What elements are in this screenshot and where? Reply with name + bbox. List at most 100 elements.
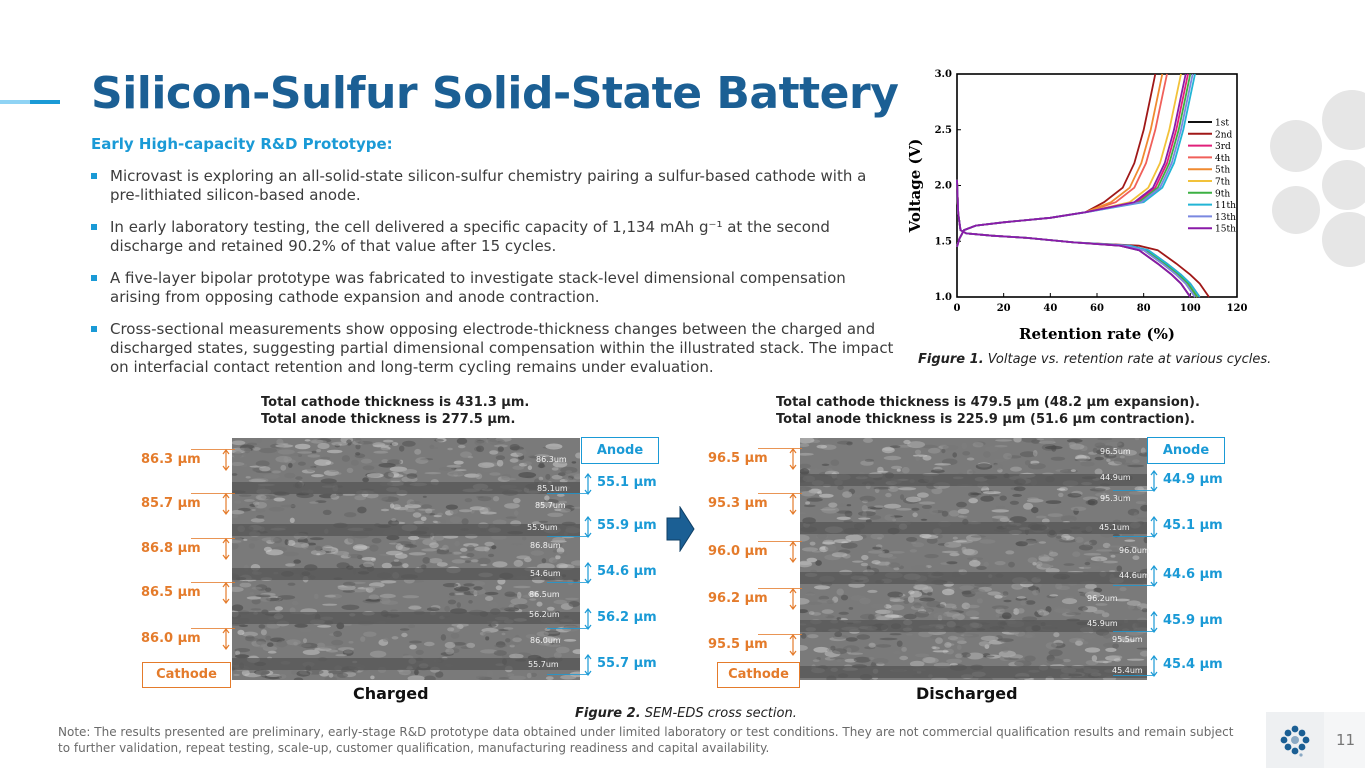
series-13th-discharge-line [956, 179, 1196, 298]
sem-grain [466, 642, 476, 648]
series-2nd-discharge-line [956, 179, 1210, 298]
sem-grain [1121, 546, 1133, 550]
sem-grain [474, 546, 491, 552]
anode-dimension-arrow-icon [1149, 470, 1159, 496]
sem-grain [1049, 594, 1059, 597]
legend-label: 9th [1215, 189, 1230, 199]
sem-grain [957, 508, 970, 514]
sem-grain [868, 614, 875, 621]
sem-grain [360, 636, 366, 642]
sem-grain [992, 463, 1004, 471]
sem-grain [943, 603, 957, 609]
sem-grain [341, 604, 360, 610]
sem-grain [1132, 459, 1140, 464]
sem-grain [572, 649, 580, 655]
sem-grain [232, 604, 244, 612]
sem-grain [256, 438, 263, 443]
sem-measurement-mark: 95.5um [1112, 635, 1143, 644]
sem-grain [1139, 650, 1147, 657]
sem-grain [571, 560, 580, 566]
sem-grain [865, 519, 872, 523]
sem-grain [280, 464, 287, 471]
sem-grain [248, 479, 266, 483]
sem-grain [513, 559, 524, 567]
sem-grain [488, 623, 497, 627]
sem-grain [348, 640, 354, 644]
sem-grain [991, 605, 1009, 610]
sem-grain [800, 560, 813, 568]
sem-grain [1051, 445, 1057, 452]
sem-grain [386, 535, 400, 541]
sem-measurement-mark: 96.0um [1119, 546, 1150, 555]
sem-grain [234, 654, 250, 659]
sem-grain [1039, 561, 1053, 568]
sem-grain [551, 467, 559, 471]
sem-grain [254, 669, 270, 675]
sem-grain [884, 514, 895, 521]
sem-measurement-mark: 95.3um [1100, 494, 1131, 503]
anode-dimension-arrow-icon [1149, 655, 1159, 681]
sem-grain [546, 644, 561, 647]
sem-grain [381, 459, 389, 463]
anode-layer-thickness: 44.9 µm [1163, 472, 1223, 487]
sem-grain [814, 585, 830, 590]
sem-grain [317, 442, 330, 450]
page-number: 11 [1336, 731, 1356, 749]
sem-grain [881, 446, 895, 454]
sem-grain [553, 651, 562, 659]
y-tick-label: 1.0 [935, 292, 952, 303]
sem-grain [920, 518, 928, 521]
sem-grain [921, 534, 939, 539]
page-subtitle: Early High-capacity R&D Prototype: [91, 135, 393, 153]
sem-grain [931, 487, 943, 495]
series-11th-charge-line [956, 73, 1196, 248]
sem-grain [529, 456, 546, 459]
sem-grain [497, 446, 504, 452]
cathode-boundary-line [191, 449, 235, 450]
sem-grain [413, 520, 425, 525]
sem-grain [516, 555, 531, 560]
sem-grain [305, 545, 323, 551]
sem-grain [1112, 643, 1119, 649]
sem-grain [233, 673, 240, 677]
sem-grain [1080, 461, 1095, 467]
sem-grain [415, 649, 424, 655]
sem-grain [259, 466, 271, 472]
sem-grain [800, 468, 810, 475]
sem-grain [417, 508, 436, 511]
bullet-text: Microvast is exploring an all-solid-stat… [110, 167, 867, 204]
decorative-circle [1270, 120, 1322, 172]
sem-grain [992, 518, 998, 523]
decorative-circle [1322, 90, 1365, 150]
anode-band [800, 522, 1147, 534]
sem-grain [822, 614, 828, 618]
anode-dimension-arrow-icon [583, 562, 593, 588]
sem-grain [333, 630, 342, 637]
sem-grain [1119, 455, 1125, 459]
y-tick-label: 2.0 [935, 181, 952, 192]
sem-grain [1110, 554, 1116, 558]
sem-grain [1032, 562, 1037, 566]
sem-grain [370, 675, 375, 680]
sem-grain [976, 566, 987, 570]
sem-grain [842, 645, 860, 653]
sem-grain [500, 477, 517, 481]
sem-grain [295, 476, 303, 480]
cathode-dimension-arrow-icon [221, 493, 231, 519]
cathode-layer-thickness: 95.5 µm [708, 637, 768, 652]
sem-grain [557, 459, 568, 464]
sem-grain [1113, 457, 1126, 465]
sem-grain [296, 670, 311, 677]
sem-measurement-mark: 54.6um [530, 569, 561, 578]
sem-grain [1085, 583, 1097, 590]
sem-grain [948, 510, 960, 517]
sem-grain [402, 655, 414, 659]
sem-grain [541, 558, 547, 564]
sem-grain [1010, 466, 1022, 472]
sem-grain [287, 582, 296, 586]
sem-grain [1105, 441, 1122, 447]
sem-grain [918, 501, 936, 505]
anode-tag-charged: Anode [581, 437, 659, 464]
sem-grain [408, 552, 427, 556]
sem-grain [253, 641, 269, 648]
